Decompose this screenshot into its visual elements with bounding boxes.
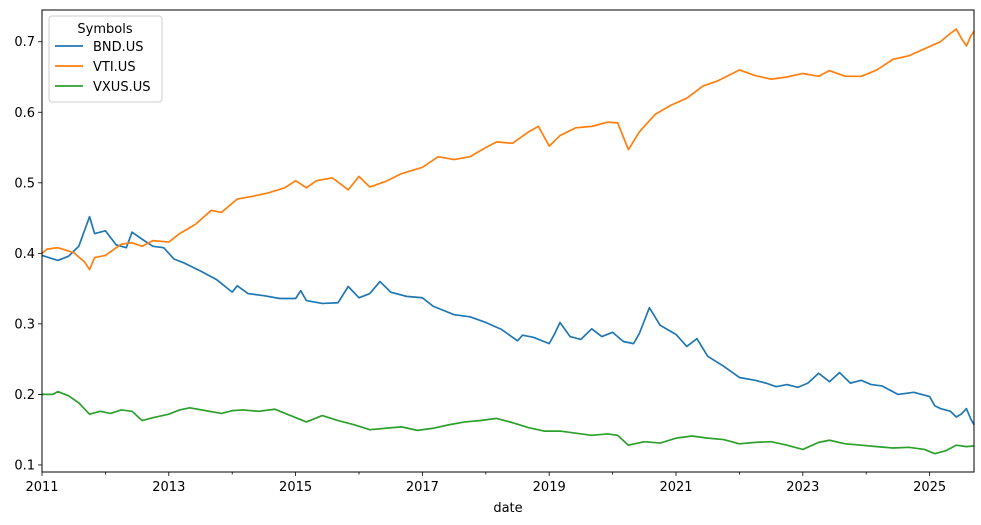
x-axis: 2011 2013 2015 2017 2019 2021 2023 2025 xyxy=(25,472,946,495)
x-tick-label: 2023 xyxy=(786,480,819,495)
legend: Symbols BND.US VTI.US VXUS.US xyxy=(48,15,163,103)
legend-box xyxy=(48,15,163,103)
x-tick-label: 2013 xyxy=(152,480,185,495)
legend-label: VTI.US xyxy=(93,60,136,75)
x-tick-label: 2017 xyxy=(406,480,439,495)
legend-entries: BND.US VTI.US VXUS.US xyxy=(55,40,150,95)
y-tick-label: 0.2 xyxy=(14,388,35,403)
y-axis: 0.1 0.2 0.3 0.4 0.5 0.6 0.7 xyxy=(14,35,42,473)
x-tick-label: 2011 xyxy=(25,480,58,495)
legend-label: BND.US xyxy=(93,40,144,55)
series-line-vxus-us xyxy=(42,390,975,455)
plot-frame xyxy=(41,9,975,473)
x-tick-label: 2021 xyxy=(659,480,692,495)
series-line-vti-us xyxy=(41,28,975,271)
x-tick-label: 2015 xyxy=(279,480,312,495)
x-axis-title: date xyxy=(493,501,522,516)
y-tick-label: 0.3 xyxy=(14,317,35,332)
series-layer xyxy=(41,28,975,455)
y-tick-label: 0.5 xyxy=(14,176,35,191)
x-tick-label: 2025 xyxy=(913,480,946,495)
legend-label: VXUS.US xyxy=(93,80,150,95)
series-line-bnd-us xyxy=(41,215,975,426)
y-tick-label: 0.1 xyxy=(14,458,35,473)
y-tick-label: 0.4 xyxy=(14,247,35,262)
legend-title: Symbols xyxy=(77,22,132,37)
y-tick-label: 0.7 xyxy=(14,35,35,50)
y-tick-label: 0.6 xyxy=(14,106,35,121)
x-tick-label: 2019 xyxy=(533,480,566,495)
